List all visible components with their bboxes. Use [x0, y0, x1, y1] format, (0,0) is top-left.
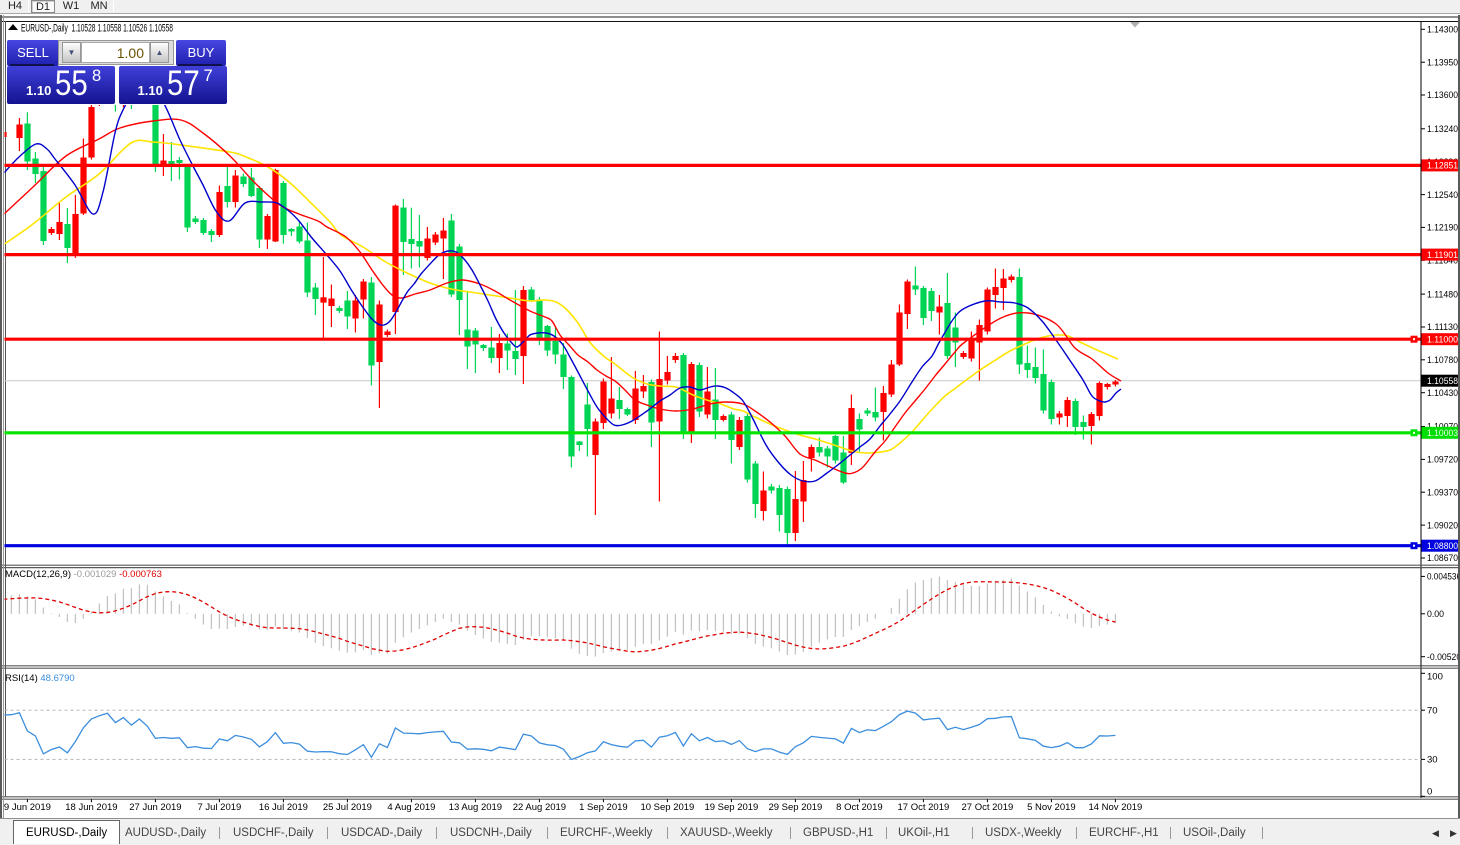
- svg-text:EURUSD-,Daily 1.10528 1.10558: EURUSD-,Daily 1.10528 1.10558 1.10526 1.…: [21, 23, 173, 35]
- svg-text:1.09370: 1.09370: [1427, 487, 1458, 498]
- svg-text:RSI(14) 48.6790: RSI(14) 48.6790: [5, 673, 75, 684]
- svg-text:1.10558: 1.10558: [1427, 376, 1458, 387]
- svg-text:1.10003: 1.10003: [1427, 428, 1458, 439]
- svg-text:10 Sep 2019: 10 Sep 2019: [640, 802, 694, 813]
- svg-text:16 Jul 2019: 16 Jul 2019: [259, 802, 308, 813]
- svg-text:18 Jun 2019: 18 Jun 2019: [65, 802, 117, 813]
- svg-text:1.08800: 1.08800: [1427, 541, 1458, 552]
- svg-text:1.11840: 1.11840: [1427, 256, 1458, 267]
- svg-text:1.13600: 1.13600: [1427, 90, 1458, 101]
- svg-text:1.08670: 1.08670: [1427, 553, 1458, 564]
- svg-text:1.13240: 1.13240: [1427, 124, 1458, 135]
- svg-text:0: 0: [1427, 787, 1432, 798]
- svg-text:1.10780: 1.10780: [1427, 355, 1458, 366]
- svg-text:4 Aug 2019: 4 Aug 2019: [387, 802, 435, 813]
- svg-text:MACD(12,26,9) -0.001029 -0.000: MACD(12,26,9) -0.001029 -0.000763: [5, 569, 162, 580]
- svg-text:1.14300: 1.14300: [1427, 25, 1458, 36]
- svg-text:29 Sep 2019: 29 Sep 2019: [768, 802, 822, 813]
- svg-text:19 Sep 2019: 19 Sep 2019: [704, 802, 758, 813]
- svg-text:25 Jul 2019: 25 Jul 2019: [323, 802, 372, 813]
- svg-text:1.11000: 1.11000: [1427, 334, 1458, 345]
- svg-text:1.11901: 1.11901: [1427, 250, 1458, 261]
- svg-text:1.12190: 1.12190: [1427, 223, 1458, 234]
- svg-text:7 Jul 2019: 7 Jul 2019: [197, 802, 241, 813]
- svg-text:1.11130: 1.11130: [1427, 322, 1458, 333]
- svg-text:0.00: 0.00: [1427, 609, 1444, 620]
- svg-text:1.12540: 1.12540: [1427, 190, 1458, 201]
- svg-text:14 Nov 2019: 14 Nov 2019: [1088, 802, 1142, 813]
- svg-text:9 Jun 2019: 9 Jun 2019: [4, 802, 51, 813]
- svg-text:27 Jun 2019: 27 Jun 2019: [129, 802, 181, 813]
- svg-text:70: 70: [1427, 705, 1438, 716]
- svg-text:13 Aug 2019: 13 Aug 2019: [449, 802, 502, 813]
- svg-text:22 Aug 2019: 22 Aug 2019: [513, 802, 566, 813]
- svg-text:5 Nov 2019: 5 Nov 2019: [1027, 802, 1076, 813]
- svg-text:0.004536: 0.004536: [1427, 572, 1460, 583]
- svg-text:-0.005203: -0.005203: [1427, 652, 1460, 663]
- svg-text:27 Oct 2019: 27 Oct 2019: [962, 802, 1014, 813]
- svg-text:1 Sep 2019: 1 Sep 2019: [579, 802, 628, 813]
- svg-text:1.12851: 1.12851: [1427, 161, 1458, 172]
- svg-text:1.10430: 1.10430: [1427, 388, 1458, 399]
- svg-text:1.11480: 1.11480: [1427, 289, 1458, 300]
- svg-text:1.09720: 1.09720: [1427, 455, 1458, 466]
- svg-text:1.09020: 1.09020: [1427, 520, 1458, 531]
- svg-text:1.13950: 1.13950: [1427, 57, 1458, 68]
- svg-text:30: 30: [1427, 755, 1438, 766]
- svg-text:100: 100: [1427, 672, 1443, 683]
- svg-text:8 Oct 2019: 8 Oct 2019: [836, 802, 882, 813]
- svg-text:17 Oct 2019: 17 Oct 2019: [898, 802, 950, 813]
